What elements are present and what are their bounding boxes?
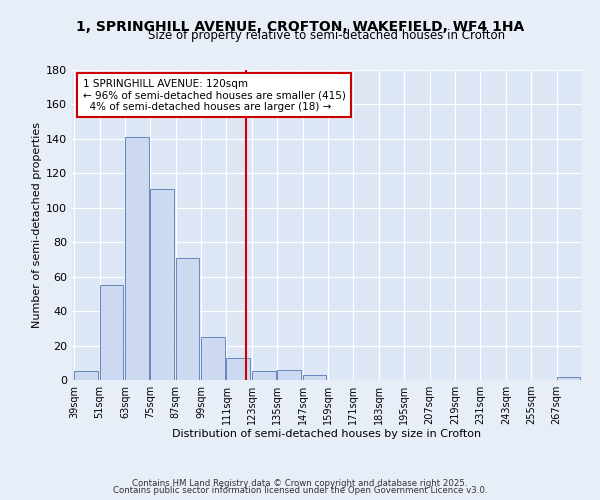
Bar bbox=[176, 258, 199, 380]
Bar bbox=[557, 376, 580, 380]
Bar bbox=[100, 286, 123, 380]
X-axis label: Distribution of semi-detached houses by size in Crofton: Distribution of semi-detached houses by … bbox=[172, 428, 482, 438]
Title: Size of property relative to semi-detached houses in Crofton: Size of property relative to semi-detach… bbox=[148, 30, 506, 43]
Bar bbox=[226, 358, 250, 380]
Text: Contains public sector information licensed under the Open Government Licence v3: Contains public sector information licen… bbox=[113, 486, 487, 495]
Text: 1, SPRINGHILL AVENUE, CROFTON, WAKEFIELD, WF4 1HA: 1, SPRINGHILL AVENUE, CROFTON, WAKEFIELD… bbox=[76, 20, 524, 34]
Text: Contains HM Land Registry data © Crown copyright and database right 2025.: Contains HM Land Registry data © Crown c… bbox=[132, 478, 468, 488]
Bar bbox=[125, 137, 149, 380]
Bar bbox=[74, 372, 98, 380]
Bar bbox=[277, 370, 301, 380]
Bar bbox=[252, 372, 275, 380]
Y-axis label: Number of semi-detached properties: Number of semi-detached properties bbox=[32, 122, 42, 328]
Bar bbox=[150, 189, 174, 380]
Bar bbox=[302, 375, 326, 380]
Text: 1 SPRINGHILL AVENUE: 120sqm
← 96% of semi-detached houses are smaller (415)
  4%: 1 SPRINGHILL AVENUE: 120sqm ← 96% of sem… bbox=[83, 78, 346, 112]
Bar bbox=[201, 337, 225, 380]
